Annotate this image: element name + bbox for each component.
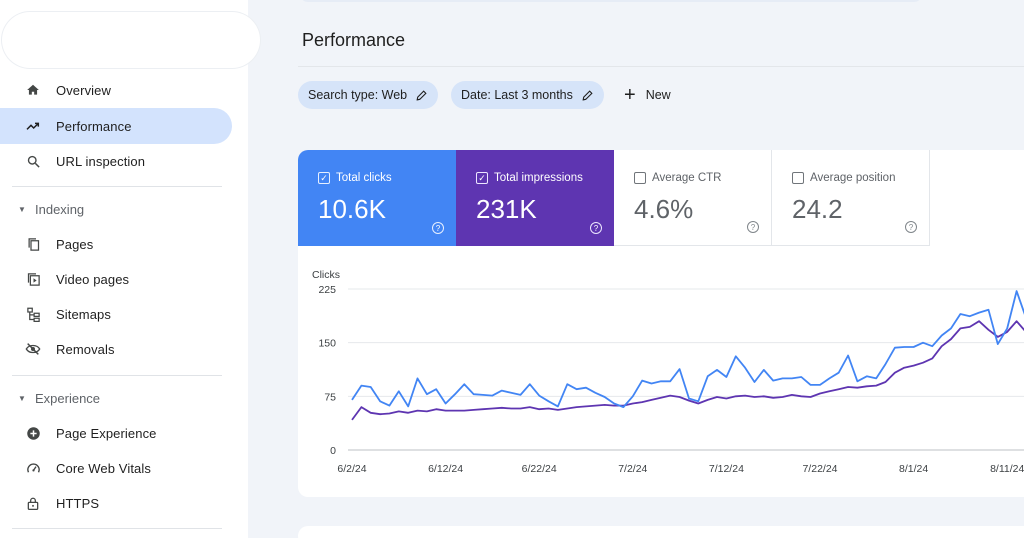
sidebar-item-overview[interactable]: Overview [0, 72, 232, 108]
metric-value: 10.6K [318, 194, 386, 224]
metric-value: 4.6% [634, 194, 694, 224]
sidebar-item-https[interactable]: HTTPS [0, 485, 232, 521]
checkbox-checked-icon[interactable]: ✓ [318, 172, 330, 184]
metric-value: 24.2 [792, 194, 843, 224]
speedometer-icon [24, 459, 42, 477]
divider [298, 66, 1024, 67]
new-filter-label: New [645, 88, 671, 102]
metric-average-ctr[interactable]: Average CTR 4.6% ? [614, 150, 772, 246]
sidebar-item-label: Page Experience [56, 425, 157, 441]
sidebar-item-label: Video pages [56, 271, 130, 287]
section-label: Experience [35, 390, 101, 406]
x-tick-label: 7/12/24 [709, 463, 744, 475]
property-selector[interactable] [2, 12, 260, 68]
checkbox-checked-icon[interactable]: ✓ [476, 172, 488, 184]
plus-icon: + [624, 84, 636, 106]
help-icon[interactable]: ? [747, 221, 759, 233]
x-tick-label: 7/2/24 [618, 463, 647, 475]
metric-label-row: ✓ Total impressions [476, 172, 583, 184]
metric-total-clicks[interactable]: ✓ Total clicks 10.6K ? [298, 150, 456, 246]
x-tick-label: 6/12/24 [428, 463, 463, 475]
sidebar-item-pages[interactable]: Pages [0, 226, 232, 262]
sidebar-item-performance[interactable]: Performance [0, 108, 232, 144]
x-tick-label: 7/22/24 [802, 463, 837, 475]
section-label: Indexing [35, 201, 85, 217]
sidebar: Overview Performance URL inspection ▼ In… [0, 0, 260, 538]
sidebar-item-url-inspection[interactable]: URL inspection [0, 143, 232, 179]
lock-icon [24, 494, 42, 512]
search-type-filter-chip[interactable]: Search type: Web [298, 81, 439, 109]
y-tick-label: 75 [324, 391, 336, 403]
metric-label: Average CTR [652, 172, 722, 184]
metric-label: Average position [810, 172, 896, 184]
clicks-impressions-line-chart: Clicks 0 75 150 225 6/2/24 6/12/24 6/22/24 7/2/2… [312, 269, 1024, 475]
divider [12, 186, 222, 187]
metric-label: Total impressions [494, 172, 583, 184]
x-tick-label: 6/22/24 [522, 463, 557, 475]
metric-label: Total clicks [336, 172, 392, 184]
edit-pencil-icon [581, 89, 594, 102]
sidebar-item-label: Overview [56, 82, 111, 98]
checkbox-unchecked-icon[interactable] [634, 172, 646, 184]
sidebar-item-label: HTTPS [56, 495, 100, 511]
pages-icon [24, 235, 42, 253]
sidebar-item-page-experience[interactable]: Page Experience [0, 415, 232, 451]
page-experience-icon [24, 424, 42, 442]
metric-label-row: Average position [792, 172, 895, 184]
search-bar[interactable] [300, 0, 922, 2]
edit-pencil-icon [415, 89, 428, 102]
metric-value: 231K [476, 194, 537, 224]
sidebar-item-label: Pages [56, 236, 94, 252]
eye-off-icon [24, 340, 42, 358]
caret-down-icon: ▼ [18, 393, 26, 403]
sidebar-item-label: URL inspection [56, 153, 146, 169]
x-tick-label: 8/11/24 [990, 463, 1024, 475]
search-icon [24, 152, 42, 170]
new-filter-button[interactable]: + New [624, 81, 671, 109]
chip-label: Date: Last 3 months [461, 88, 573, 102]
sitemap-icon [24, 305, 42, 323]
trending-up-icon [24, 117, 42, 135]
sidebar-item-video-pages[interactable]: Video pages [0, 261, 232, 297]
sidebar-item-label: Sitemaps [56, 306, 111, 322]
video-pages-icon [24, 270, 42, 288]
sidebar-item-label: Removals [56, 341, 115, 357]
section-experience[interactable]: ▼ Experience [0, 383, 232, 413]
checkbox-unchecked-icon[interactable] [792, 172, 804, 184]
divider [12, 375, 222, 376]
chip-label: Search type: Web [308, 88, 408, 102]
metric-label-row: ✓ Total clicks [318, 172, 392, 184]
x-tick-label: 6/2/24 [337, 463, 366, 475]
metric-average-position[interactable]: Average position 24.2 ? [772, 150, 930, 246]
metric-label-row: Average CTR [634, 172, 721, 184]
page-title: Performance [302, 30, 406, 50]
metric-total-impressions[interactable]: ✓ Total impressions 231K ? [456, 150, 614, 246]
section-indexing[interactable]: ▼ Indexing [0, 194, 232, 224]
sidebar-item-label: Core Web Vitals [56, 460, 151, 476]
y-tick-label: 0 [330, 445, 336, 457]
sidebar-item-label: Performance [56, 118, 132, 134]
next-card [298, 526, 1024, 538]
caret-down-icon: ▼ [18, 204, 26, 214]
sidebar-item-removals[interactable]: Removals [0, 331, 232, 367]
home-icon [24, 81, 42, 99]
help-icon[interactable]: ? [590, 222, 602, 234]
y-tick-label: 225 [318, 284, 336, 296]
y-axis-label: Clicks [312, 269, 340, 281]
date-filter-chip[interactable]: Date: Last 3 months [451, 81, 604, 109]
y-tick-label: 150 [318, 338, 336, 350]
sidebar-item-core-web-vitals[interactable]: Core Web Vitals [0, 450, 232, 486]
total-clicks-line [351, 290, 1024, 408]
x-tick-label: 8/1/24 [899, 463, 928, 475]
divider [12, 528, 222, 529]
performance-chart-card: ✓ Total clicks 10.6K ? ✓ Total impressio… [298, 150, 1024, 497]
sidebar-item-sitemaps[interactable]: Sitemaps [0, 296, 232, 332]
help-icon[interactable]: ? [432, 222, 444, 234]
total-impressions-line [351, 320, 1024, 421]
help-icon[interactable]: ? [905, 221, 917, 233]
